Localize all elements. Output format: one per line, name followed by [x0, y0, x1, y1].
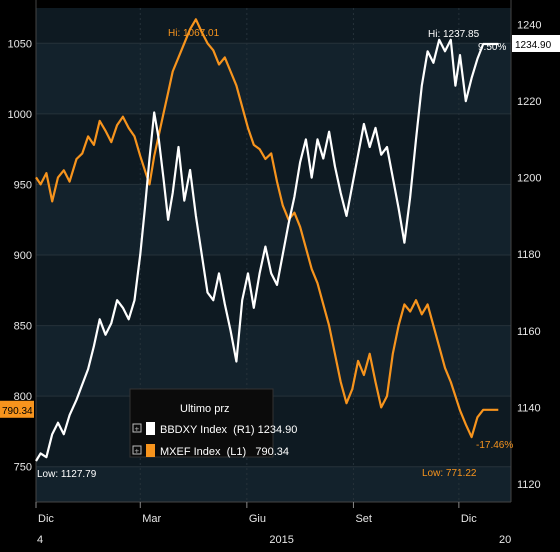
- right-tick-label: 1200: [517, 173, 541, 185]
- legend-swatch-bbdxy: [146, 422, 155, 435]
- series-line-mxef-index: [35, 18, 499, 439]
- bbdxy-low-label: Low: 1127.79: [37, 469, 97, 480]
- left-tick-label: 850: [14, 321, 32, 333]
- plot-band: [36, 466, 511, 502]
- axes-layer: 750 800 850 900 950 1000 1050 1120 1140 1160 1180 1…: [8, 19, 542, 546]
- left-tick-label: 950: [14, 179, 32, 191]
- plot-band: [36, 43, 511, 114]
- x-tick-label: Dic: [461, 513, 477, 525]
- plot-band: [36, 255, 511, 326]
- right-tick-label: 1120: [517, 479, 541, 491]
- x-tick-label: Mar: [142, 513, 161, 525]
- left-tick-label: 750: [14, 462, 32, 474]
- plot-band: [36, 8, 511, 44]
- plot-band: [36, 184, 511, 255]
- legend-title: Ultimo prz: [180, 403, 230, 415]
- right-tick-label: 1220: [517, 96, 541, 108]
- x-year-label: 20: [499, 534, 511, 546]
- annotations: Hi: 1067.01 Hi: 1237.85 9.50% Low: 1127.79 L…: [0, 28, 560, 480]
- legend-label-bbdxy: BBDXY Index (R1) 1234.90: [160, 424, 297, 436]
- mxef-low-label: Low: 771.22: [422, 468, 477, 479]
- series-layer: [35, 18, 499, 462]
- left-tick-label: 900: [14, 250, 32, 262]
- series-line-bbdxy-index: [35, 38, 499, 462]
- x-tick-label: Dic: [38, 513, 54, 525]
- legend-checkbox-bbdxy[interactable]: [132, 423, 142, 433]
- bbdxy-high-label: Hi: 1237.85: [428, 29, 480, 40]
- left-tick-label: 800: [14, 391, 32, 403]
- legend-entry-bbdxy: + BBDXY Index (R1) 1234.90: [132, 422, 297, 436]
- legend-plus-icon: +: [135, 425, 140, 434]
- mxef-last-value-tag: [0, 400, 34, 418]
- plot-frame: [35, 0, 512, 503]
- x-year-label: 2015: [269, 534, 293, 546]
- bbdxy-last-value: 1234.90: [515, 40, 552, 51]
- legend-entry-mxef: + MXEF Index (L1) 790.34: [132, 444, 289, 458]
- bbdxy-last-value-tag: [512, 34, 560, 52]
- right-tick-label: 1160: [517, 326, 541, 338]
- plot-band: [36, 325, 511, 397]
- legend-label-mxef: MXEF Index (L1) 790.34: [160, 446, 289, 458]
- legend: Ultimo prz + BBDXY Index (R1) 1234.90 + …: [129, 388, 297, 458]
- bbdxy-change-label: 9.50%: [478, 42, 506, 53]
- legend-plus-icon: +: [135, 447, 140, 456]
- right-tick-label: 1240: [517, 19, 541, 31]
- left-tick-label: 1050: [8, 38, 32, 50]
- mxef-high-label: Hi: 1067.01: [168, 28, 220, 39]
- left-tick-label: 1000: [8, 109, 32, 121]
- right-tick-label: 1140: [517, 402, 541, 414]
- legend-swatch-mxef: [146, 444, 155, 457]
- plot-band: [36, 113, 511, 185]
- mxef-change-label: -17.46%: [476, 440, 513, 451]
- x-tick-label: Giu: [249, 513, 266, 525]
- legend-checkbox-mxef[interactable]: [132, 445, 142, 455]
- mxef-last-value: 790.34: [2, 406, 33, 417]
- right-tick-label: 1180: [517, 249, 541, 261]
- x-tick-label: Set: [355, 513, 372, 525]
- x-year-label: 4: [37, 534, 43, 546]
